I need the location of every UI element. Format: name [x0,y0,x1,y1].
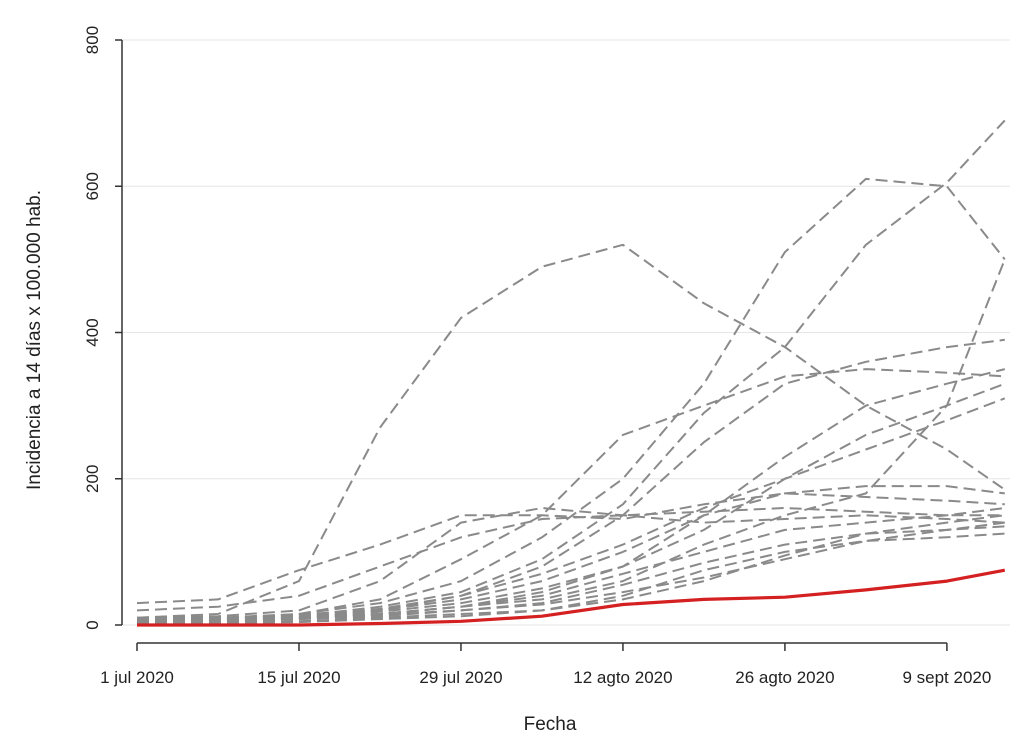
y-tick-label: 800 [83,26,102,54]
y-tick-label: 200 [83,465,102,493]
y-ticks: 0 200 400 600 800 [83,26,122,630]
series-line [136,177,1006,621]
series-line [136,368,1006,623]
series-line [136,382,1006,623]
x-axis-title: Fecha [524,714,577,735]
series-line [136,485,1005,622]
series-line [136,507,1005,612]
x-tick-label: 29 jul 2020 [419,668,502,687]
series-line [136,507,1005,619]
series-lines [136,119,1006,627]
series-line [136,514,1005,626]
x-tick-label: 12 agto 2020 [573,668,672,687]
gridlines [122,39,1010,626]
x-tick-label: 26 agto 2020 [735,668,834,687]
series-line [136,119,1006,623]
y-tick-label: 600 [83,172,102,200]
x-ticks: 1 jul 2020 15 jul 2020 29 jul 2020 12 agto … [100,643,991,687]
axes [121,40,947,644]
series-line [136,259,1006,625]
x-tick-label: 1 jul 2020 [100,668,174,687]
y-tick-label: 400 [83,318,102,346]
y-tick-label: 0 [83,620,102,629]
y-axis-title: Incidencia a 14 días x 100.000 hab. [24,190,45,490]
series-line [136,243,1006,619]
x-tick-label: 15 jul 2020 [257,668,340,687]
highlighted-series-line [137,568,1006,627]
series-line [136,521,1005,624]
x-tick-label: 9 sept 2020 [902,668,991,687]
series-line [136,397,1006,621]
series-line [136,532,1005,625]
